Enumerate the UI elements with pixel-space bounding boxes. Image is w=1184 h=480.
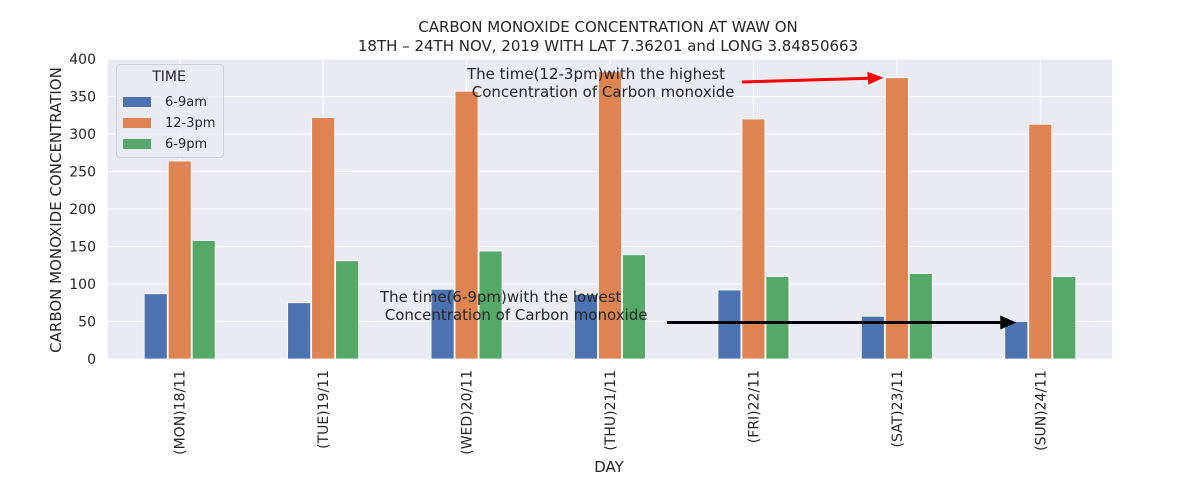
x-tick-label: (MON)18/11 (173, 370, 189, 455)
bar-6-9am-0 (143, 293, 168, 360)
legend-item-6-9pm: 6-9pm (123, 136, 207, 152)
y-tick-label: 150 (69, 240, 96, 256)
legend-label: 6-9pm (165, 136, 208, 152)
bar-6-9am-6 (1004, 321, 1029, 360)
bar-12-3pm-5 (884, 77, 909, 360)
bar-6-9am-1 (287, 302, 312, 360)
x-tick-label: (SAT)23/11 (890, 370, 906, 447)
bar-6-9pm-2 (478, 250, 503, 360)
annotation-arrows (667, 71, 1017, 330)
y-tick-label: 200 (69, 202, 96, 218)
arrow-highest-shaft (741, 76, 870, 84)
annotation-highest: The time(12-3pm)with the highest Concent… (467, 65, 735, 101)
annotation-highest-line2: Concentration of Carbon monoxide (467, 83, 735, 101)
x-tick-label: (TUE)19/11 (316, 370, 332, 449)
bar-12-3pm-2 (454, 90, 479, 360)
y-tick-label: 100 (69, 277, 96, 293)
y-tick-label: 400 (69, 52, 96, 68)
bars (143, 71, 1077, 360)
bar-6-9am-5 (860, 315, 885, 360)
bar-12-3pm-0 (167, 160, 192, 360)
legend-item-6-9am: 6-9am (123, 94, 207, 110)
legend-swatch (123, 118, 151, 128)
y-axis-label: CARBON MONOXIDE CONCENTRATION (47, 67, 65, 353)
annotation-lowest-line1: The time(6-9pm)with the lowest (380, 288, 622, 306)
legend-swatch (123, 97, 151, 107)
chart-subtitle: 18TH – 24TH NOV, 2019 WITH LAT 7.36201 a… (357, 37, 859, 55)
y-tick-label: 250 (69, 165, 96, 181)
x-tick-label: (FRI)22/11 (746, 370, 762, 443)
bar-6-9pm-1 (335, 260, 360, 360)
annotation-highest-line1: The time(12-3pm)with the highest (467, 65, 726, 83)
bar-12-3pm-6 (1028, 123, 1053, 360)
x-tick-labels: (MON)18/11 (TUE)19/11 (WED)20/11 (THU)21/11… (173, 370, 1050, 455)
bar-6-9am-2 (430, 288, 455, 360)
arrow-lowest-head (1000, 315, 1017, 330)
legend-label: 12-3pm (165, 115, 216, 131)
chart-title: CARBON MONOXIDE CONCENTRATION AT WAW ON (418, 18, 798, 36)
y-tick-label: 350 (69, 90, 96, 106)
annotation-lowest: The time(6-9pm)with the lowest Concentra… (380, 288, 648, 324)
y-tick-label: 0 (87, 352, 96, 368)
bar-6-9pm-6 (1052, 276, 1077, 360)
x-tick-label: (SUN)24/11 (1033, 370, 1049, 451)
bar-6-9am-4 (717, 289, 742, 360)
y-tick-label: 50 (78, 315, 96, 331)
legend-swatch (123, 139, 151, 149)
legend-item-12-3pm: 12-3pm (123, 115, 215, 131)
annotation-lowest-line2: Concentration of Carbon monoxide (380, 306, 648, 324)
y-tick-labels: 0 50 100 150 200 250 300 350 400 (69, 52, 96, 368)
arrow-highest-head (867, 71, 884, 85)
legend-title: TIME (152, 69, 186, 85)
bar-12-3pm-1 (311, 117, 336, 360)
bar-6-9pm-4 (765, 276, 790, 360)
x-tick-label: (THU)21/11 (603, 370, 619, 451)
legend: TIME 6-9am 12-3pm 6-9pm (116, 64, 224, 158)
bar-6-9am-3 (574, 294, 598, 360)
bar-6-9pm-0 (191, 240, 216, 360)
x-axis-label: DAY (594, 458, 624, 476)
y-tick-label: 300 (69, 127, 96, 143)
bar-12-3pm-4 (741, 118, 766, 360)
bar-12-3pm-3 (598, 71, 622, 360)
legend-label: 6-9am (165, 94, 207, 110)
bar-6-9pm-3 (622, 254, 646, 360)
x-tick-label: (WED)20/11 (460, 370, 476, 455)
bar-6-9pm-5 (908, 273, 933, 360)
